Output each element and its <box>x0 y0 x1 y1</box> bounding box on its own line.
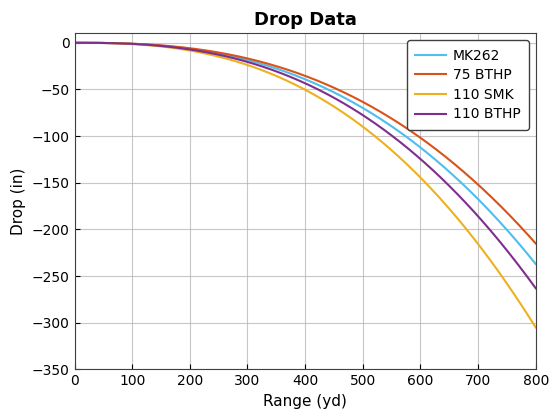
75 BTHP <box>404 126 411 131</box>
75 BTHP <box>127 41 133 46</box>
MK262 <box>407 137 413 142</box>
MK262 <box>127 41 133 46</box>
75 BTHP <box>407 128 413 133</box>
Y-axis label: Drop (in): Drop (in) <box>11 168 26 235</box>
X-axis label: Range (yd): Range (yd) <box>263 394 347 409</box>
110 SMK <box>71 40 78 45</box>
110 BTHP <box>407 147 413 152</box>
75 BTHP <box>71 40 78 45</box>
MK262 <box>361 107 368 112</box>
75 BTHP <box>254 58 260 63</box>
Title: Drop Data: Drop Data <box>254 11 357 29</box>
75 BTHP <box>221 51 228 56</box>
75 BTHP <box>361 100 368 105</box>
110 SMK <box>407 165 413 170</box>
75 BTHP <box>533 241 539 246</box>
110 BTHP <box>361 114 368 119</box>
MK262 <box>404 135 411 140</box>
MK262 <box>71 40 78 45</box>
MK262 <box>533 262 539 267</box>
Legend: MK262, 75 BTHP, 110 SMK, 110 BTHP: MK262, 75 BTHP, 110 SMK, 110 BTHP <box>407 40 529 130</box>
Line: 110 SMK: 110 SMK <box>74 43 536 328</box>
110 SMK <box>254 66 260 71</box>
110 BTHP <box>127 41 133 46</box>
Line: 110 BTHP: 110 BTHP <box>74 43 536 288</box>
110 SMK <box>533 325 539 330</box>
110 BTHP <box>71 40 78 45</box>
110 BTHP <box>254 62 260 67</box>
110 SMK <box>127 42 133 47</box>
Line: MK262: MK262 <box>74 43 536 264</box>
110 BTHP <box>404 145 411 150</box>
110 SMK <box>361 126 368 131</box>
110 BTHP <box>533 286 539 291</box>
MK262 <box>221 52 228 57</box>
110 SMK <box>221 56 228 61</box>
110 BTHP <box>221 54 228 59</box>
MK262 <box>254 60 260 65</box>
110 SMK <box>404 162 411 167</box>
Line: 75 BTHP: 75 BTHP <box>74 43 536 244</box>
